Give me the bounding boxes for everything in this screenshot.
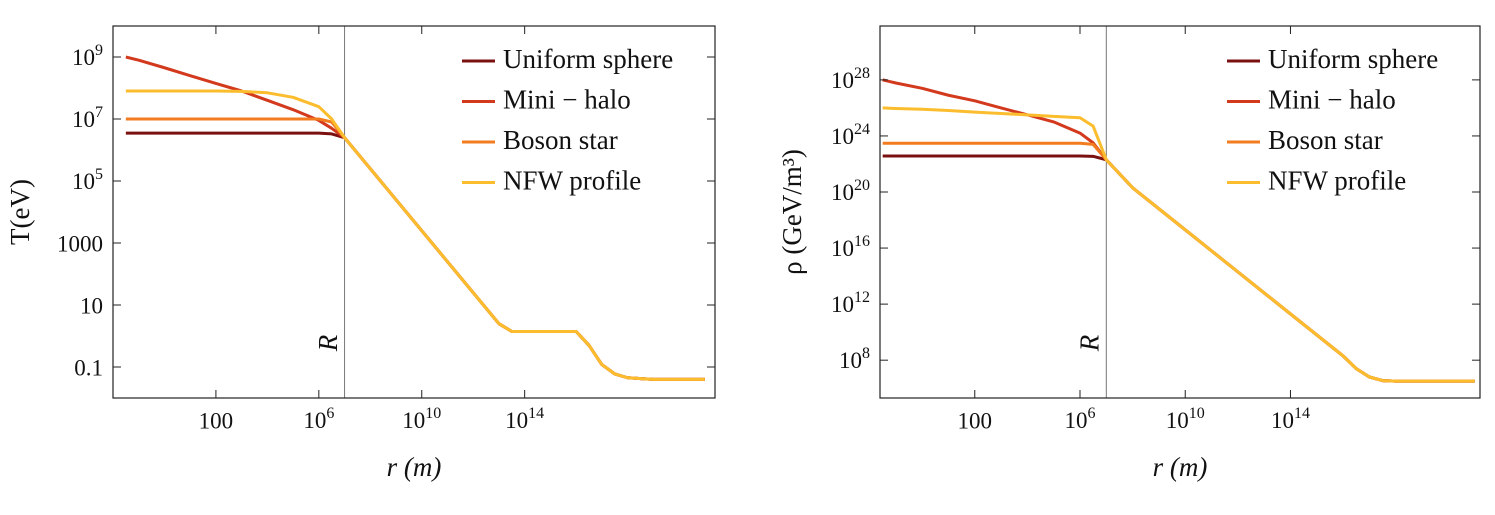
- y-tick-label: 108: [839, 345, 870, 374]
- tick-base: 10: [72, 107, 95, 132]
- plot-lines: [125, 55, 705, 381]
- y-tick-label: 10: [80, 293, 103, 318]
- x-tick-label: 1014: [505, 405, 544, 434]
- tick-base: 10: [839, 348, 862, 373]
- x-tick-label: 100: [199, 408, 234, 433]
- y-tick-label: 1028: [831, 65, 870, 94]
- tick-base: 10: [831, 180, 854, 205]
- y-tick-label: 1016: [831, 233, 870, 262]
- y-tick-label: 105: [72, 166, 103, 195]
- reference-label: R: [313, 334, 343, 352]
- plot-frame: [879, 25, 1481, 399]
- legend-label: Boson star: [1268, 125, 1383, 155]
- reference-label: R: [1075, 334, 1105, 352]
- tick-exponent: 8: [862, 345, 870, 362]
- x-tick-label: 1010: [1166, 405, 1205, 434]
- tick-exponent: 24: [854, 121, 870, 138]
- y-tick-label: 1000: [57, 231, 103, 256]
- tick-exponent: 28: [854, 65, 870, 82]
- tick-base: 10: [1065, 408, 1088, 433]
- plot-frame: [112, 25, 716, 399]
- tick-base: 10: [72, 45, 95, 70]
- x-tick-label: 106: [1065, 405, 1096, 434]
- y-tick-label: 0.1: [74, 355, 103, 380]
- tick-exponent: 20: [854, 177, 870, 194]
- legend-label: Mini − halo: [503, 85, 631, 115]
- y-tick-label: 109: [72, 42, 103, 71]
- tick-base: 10: [72, 169, 95, 194]
- tick-exponent: 6: [326, 405, 334, 422]
- tick-exponent: 14: [1294, 405, 1310, 422]
- y-tick-label: 107: [72, 104, 103, 133]
- tick-exponent: 6: [1088, 405, 1096, 422]
- y-axis-label: ρ (GeV/m³): [777, 149, 807, 275]
- x-axis-label: r (m): [387, 452, 442, 482]
- x-tick-label: 1010: [402, 405, 441, 434]
- tick-base: 10: [831, 236, 854, 261]
- legend-label: NFW profile: [1268, 166, 1406, 196]
- tick-exponent: 12: [854, 289, 870, 306]
- tick-exponent: 16: [854, 233, 870, 250]
- y-tick-label: 1024: [831, 121, 870, 150]
- series-line: [882, 106, 1475, 383]
- tick-base: 10: [831, 68, 854, 93]
- x-axis-label: r (m): [1153, 452, 1208, 482]
- y-tick-label: 1012: [831, 289, 870, 318]
- series-line: [125, 117, 705, 381]
- tick-base: 10: [505, 408, 528, 433]
- tick-exponent: 10: [1189, 405, 1205, 422]
- tick-exponent: 14: [528, 405, 544, 422]
- series-line: [125, 89, 705, 381]
- plot-lines: [882, 78, 1475, 383]
- legend-label: Uniform sphere: [1268, 44, 1438, 74]
- legend-label: Boson star: [503, 125, 618, 155]
- tick-exponent: 7: [95, 104, 103, 121]
- tick-base: 10: [1166, 408, 1189, 433]
- legend-label: Uniform sphere: [503, 44, 673, 74]
- x-tick-label: 100: [958, 408, 993, 433]
- tick-base: 10: [831, 124, 854, 149]
- legend-label: Mini − halo: [1268, 85, 1396, 115]
- y-tick-label: 1020: [831, 177, 870, 206]
- x-tick-label: 106: [303, 405, 334, 434]
- tick-exponent: 9: [95, 42, 103, 59]
- tick-base: 10: [402, 408, 425, 433]
- legend-label: NFW profile: [503, 166, 641, 196]
- tick-exponent: 10: [425, 405, 441, 422]
- tick-base: 10: [303, 408, 326, 433]
- y-axis-label: T(eV): [5, 179, 35, 245]
- x-tick-label: 1014: [1271, 405, 1310, 434]
- tick-exponent: 5: [95, 166, 103, 183]
- series-line: [882, 78, 1475, 383]
- tick-base: 10: [1271, 408, 1294, 433]
- tick-base: 10: [831, 292, 854, 317]
